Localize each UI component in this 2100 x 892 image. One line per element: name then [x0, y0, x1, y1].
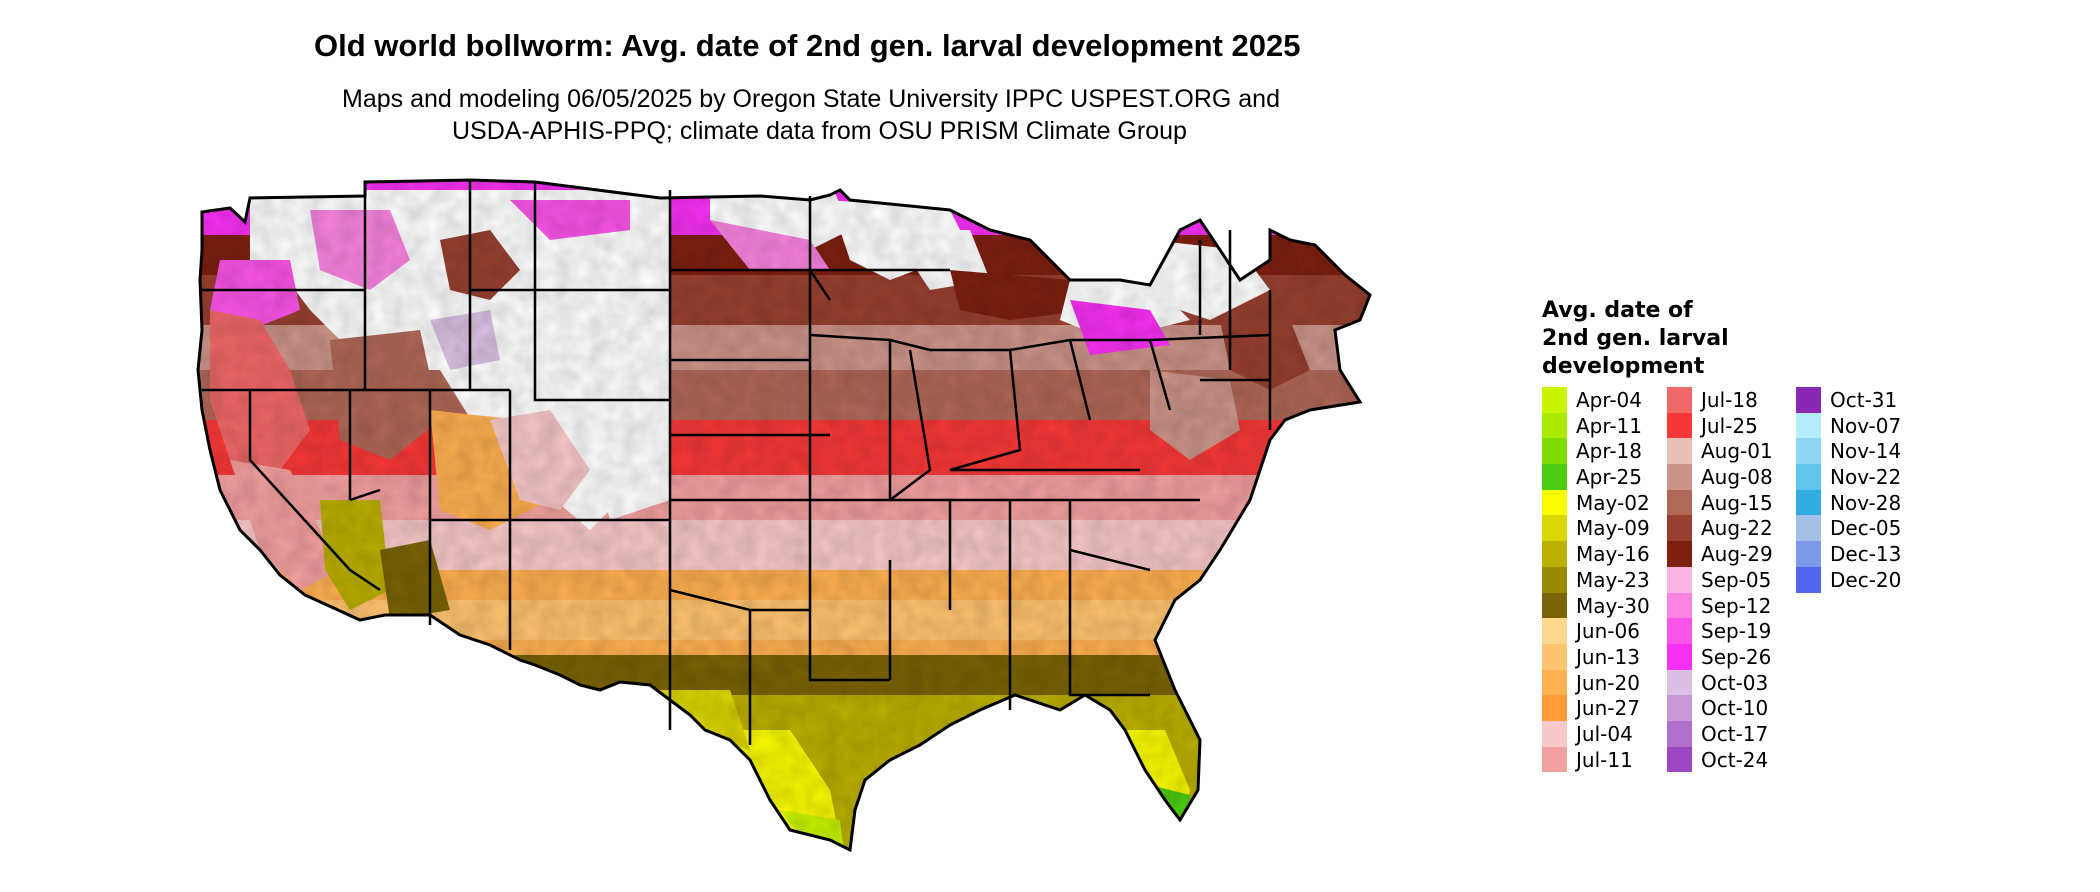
legend-label: Apr-04	[1576, 388, 1642, 412]
us-phenology-map	[196, 178, 1372, 853]
legend-swatch	[1667, 541, 1692, 567]
legend-swatch	[1542, 566, 1567, 593]
legend-label: Aug-08	[1701, 465, 1773, 490]
legend-label: Sep-26	[1701, 644, 1772, 669]
legend-swatch	[1667, 412, 1692, 439]
legend-label: Jul-11	[1576, 747, 1633, 772]
legend-swatch	[1542, 746, 1567, 773]
legend-label: Nov-14	[1830, 439, 1902, 464]
legend-label: Oct-10	[1701, 696, 1769, 721]
subtitle-line-2: USDA-APHIS-PPQ; climate data from OSU PR…	[452, 117, 1187, 145]
legend-swatch	[1667, 515, 1692, 542]
legend-label: Jun-27	[1576, 696, 1640, 721]
legend-swatch	[1667, 464, 1692, 490]
legend-label: Jul-18	[1701, 388, 1758, 412]
legend-swatch	[1667, 566, 1692, 593]
legend-swatch	[1667, 695, 1692, 721]
legend-label: Oct-24	[1701, 747, 1769, 772]
legend-swatch	[1796, 566, 1821, 593]
legend-swatch	[1542, 489, 1567, 516]
legend-title-line-3: development	[1542, 354, 1705, 379]
legend-swatch	[1796, 412, 1821, 439]
legend-label: Jul-25	[1701, 413, 1758, 438]
legend-swatch	[1667, 746, 1692, 773]
legend-label: Jun-20	[1576, 670, 1640, 695]
us-outline	[196, 178, 1372, 853]
legend-label: Aug-29	[1701, 542, 1773, 567]
legend-swatch	[1796, 387, 1821, 413]
legend-label: Nov-28	[1830, 490, 1902, 515]
legend-swatch	[1542, 669, 1567, 696]
legend-swatch	[1542, 438, 1567, 465]
legend-label: Sep-12	[1701, 593, 1772, 618]
legend-label: Apr-11	[1576, 413, 1642, 438]
state-borders	[200, 180, 1272, 745]
legend-swatch	[1542, 643, 1567, 670]
legend-swatch	[1542, 541, 1567, 567]
legend-title-line-1: Avg. date of	[1542, 298, 1693, 323]
legend-label: Apr-25	[1576, 465, 1642, 490]
legend-label: Nov-07	[1830, 413, 1902, 438]
legend-label: Aug-15	[1701, 490, 1773, 515]
legend-label: May-02	[1576, 490, 1650, 515]
legend-swatch	[1667, 720, 1692, 747]
legend-label: May-09	[1576, 516, 1650, 541]
legend-swatch	[1667, 438, 1692, 465]
legend-label: Oct-31	[1830, 388, 1898, 412]
legend-label: Oct-03	[1701, 670, 1769, 695]
legend-swatch	[1796, 489, 1821, 516]
legend-label: Dec-20	[1830, 567, 1902, 592]
legend-swatch	[1542, 387, 1567, 413]
legend-title: Avg. date of 2nd gen. larval development	[1542, 297, 1729, 381]
legend-swatch	[1542, 412, 1567, 439]
legend-swatch	[1667, 489, 1692, 516]
map-title-text: Old world bollworm: Avg. date of 2nd gen…	[314, 28, 1301, 63]
legend-swatch	[1796, 515, 1821, 542]
legend-label: May-16	[1576, 542, 1650, 567]
legend-label: Aug-22	[1701, 516, 1773, 541]
legend-label: Jun-06	[1576, 619, 1640, 644]
legend-label: Dec-13	[1830, 542, 1902, 567]
legend-label: Apr-18	[1576, 439, 1642, 464]
legend-swatch	[1667, 387, 1692, 413]
legend-label: Sep-05	[1701, 567, 1772, 592]
legend-swatch	[1542, 695, 1567, 721]
legend-swatch	[1796, 438, 1821, 465]
legend-swatch	[1796, 464, 1821, 490]
legend-title-line-2: 2nd gen. larval	[1542, 326, 1729, 351]
legend-label: May-30	[1576, 593, 1650, 618]
legend-swatch	[1667, 592, 1692, 619]
legend-label: Jun-13	[1576, 644, 1640, 669]
legend-swatch	[1796, 541, 1821, 567]
legend-swatch	[1667, 669, 1692, 696]
legend-swatch	[1542, 515, 1567, 542]
legend-swatch	[1542, 464, 1567, 490]
legend-label: Aug-01	[1701, 439, 1773, 464]
legend-label: Jul-04	[1576, 721, 1633, 746]
legend-swatch	[1542, 592, 1567, 619]
subtitle-line-1: Maps and modeling 06/05/2025 by Oregon S…	[342, 85, 1280, 113]
legend-label: Dec-05	[1830, 516, 1902, 541]
legend-swatch	[1667, 643, 1692, 670]
legend-swatch	[1542, 618, 1567, 644]
legend-label: Oct-17	[1701, 721, 1769, 746]
legend-label: May-23	[1576, 567, 1650, 592]
legend-swatch	[1542, 720, 1567, 747]
map-title: Old world bollworm: Avg. date of 2nd gen…	[0, 28, 2100, 68]
legend-label: Sep-19	[1701, 619, 1772, 644]
legend-swatch	[1667, 618, 1692, 644]
legend-label: Nov-22	[1830, 465, 1902, 490]
